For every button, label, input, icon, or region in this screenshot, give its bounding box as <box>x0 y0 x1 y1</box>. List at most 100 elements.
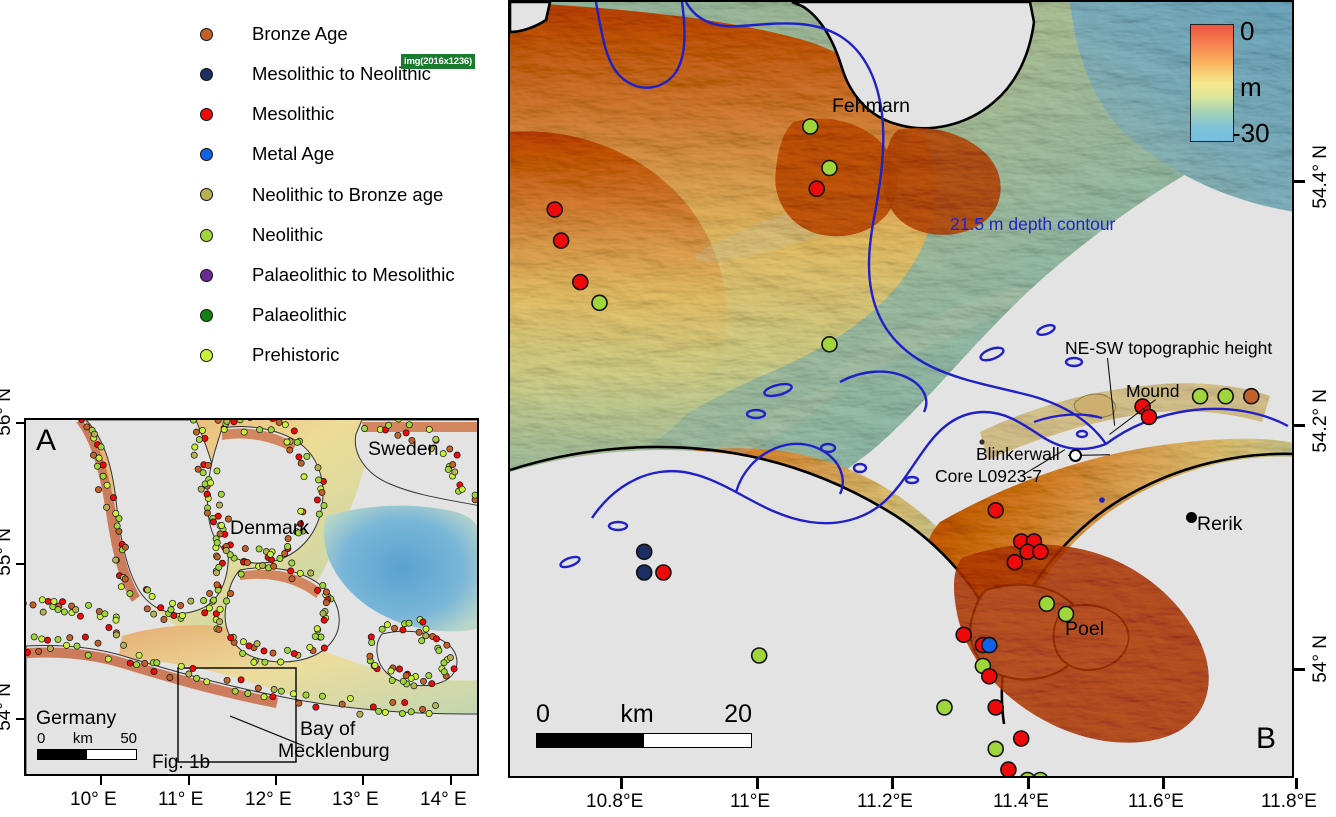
site-marker[interactable] <box>243 559 251 566</box>
site-marker[interactable] <box>141 659 149 667</box>
site-marker[interactable] <box>72 606 80 614</box>
site-marker[interactable] <box>268 556 275 564</box>
site-marker[interactable] <box>391 624 398 632</box>
site-marker[interactable] <box>420 677 427 685</box>
site-marker[interactable] <box>375 707 383 715</box>
site-marker[interactable] <box>1191 387 1209 405</box>
site-marker[interactable] <box>148 593 156 600</box>
site-marker[interactable] <box>394 431 402 439</box>
site-marker[interactable] <box>99 472 107 480</box>
site-marker[interactable] <box>290 650 298 658</box>
legend-row-3[interactable]: Metal Age <box>200 135 500 175</box>
site-marker[interactable] <box>306 643 314 651</box>
site-marker[interactable] <box>254 684 262 692</box>
site-marker[interactable] <box>237 570 245 578</box>
site-marker[interactable] <box>371 661 379 669</box>
site-marker[interactable] <box>1000 761 1017 777</box>
site-marker[interactable] <box>313 496 321 504</box>
site-marker[interactable] <box>388 676 396 684</box>
site-marker[interactable] <box>270 562 278 570</box>
site-marker[interactable] <box>253 640 261 648</box>
site-marker[interactable] <box>382 426 389 434</box>
site-marker[interactable] <box>261 658 269 666</box>
site-marker[interactable] <box>244 690 252 697</box>
rerik-marker[interactable] <box>1186 512 1197 523</box>
site-marker[interactable] <box>287 567 295 575</box>
site-marker[interactable] <box>133 661 140 669</box>
site-marker[interactable] <box>440 668 448 676</box>
site-marker[interactable] <box>201 434 209 442</box>
site-marker[interactable] <box>103 503 111 511</box>
site-marker[interactable] <box>255 545 263 553</box>
site-marker[interactable] <box>143 605 151 613</box>
site-marker[interactable] <box>50 597 58 605</box>
site-marker[interactable] <box>135 651 143 659</box>
site-marker[interactable] <box>167 606 175 614</box>
site-marker[interactable] <box>101 610 109 618</box>
site-marker[interactable] <box>422 632 430 640</box>
site-marker[interactable] <box>635 564 653 581</box>
site-marker[interactable] <box>226 551 234 559</box>
site-marker[interactable] <box>1012 730 1030 747</box>
site-marker[interactable] <box>446 654 454 662</box>
site-marker[interactable] <box>210 596 218 604</box>
site-marker[interactable] <box>231 687 239 695</box>
site-marker[interactable] <box>300 473 308 481</box>
site-marker[interactable] <box>197 485 205 493</box>
site-marker[interactable] <box>381 708 389 716</box>
site-marker[interactable] <box>117 583 125 591</box>
site-marker[interactable] <box>121 575 129 583</box>
site-marker[interactable] <box>157 604 165 612</box>
blinkerwall-marker[interactable] <box>1069 449 1082 462</box>
site-marker[interactable] <box>987 740 1005 758</box>
site-marker[interactable] <box>260 647 268 655</box>
site-marker[interactable] <box>241 545 249 553</box>
site-marker[interactable] <box>283 438 291 446</box>
site-marker[interactable] <box>126 659 134 667</box>
site-marker[interactable] <box>297 507 305 515</box>
site-marker[interactable] <box>63 641 71 649</box>
site-marker[interactable] <box>189 664 197 672</box>
site-marker[interactable] <box>572 273 589 291</box>
site-marker[interactable] <box>315 510 323 518</box>
site-marker[interactable] <box>30 633 38 641</box>
site-marker[interactable] <box>378 625 386 633</box>
site-marker[interactable] <box>410 682 418 690</box>
site-marker[interactable] <box>385 421 393 429</box>
site-marker[interactable] <box>112 509 120 517</box>
site-marker[interactable] <box>105 624 113 631</box>
site-marker[interactable] <box>200 597 208 605</box>
legend-row-5[interactable]: Neolithic <box>200 215 500 255</box>
site-marker[interactable] <box>259 562 267 570</box>
site-marker[interactable] <box>368 639 376 646</box>
site-marker[interactable] <box>160 616 168 623</box>
site-marker[interactable] <box>288 575 296 583</box>
site-marker[interactable] <box>361 425 369 432</box>
site-marker[interactable] <box>95 607 103 615</box>
site-marker[interactable] <box>471 491 478 499</box>
site-marker[interactable] <box>408 436 416 444</box>
site-marker[interactable] <box>185 670 193 678</box>
site-marker[interactable] <box>419 618 427 626</box>
site-marker[interactable] <box>95 454 103 462</box>
site-marker[interactable] <box>266 550 274 558</box>
site-marker[interactable] <box>91 430 98 438</box>
site-marker[interactable] <box>303 452 311 460</box>
site-marker[interactable] <box>94 639 102 647</box>
site-marker[interactable] <box>399 626 407 634</box>
site-marker[interactable] <box>85 601 92 609</box>
site-marker[interactable] <box>213 539 221 547</box>
legend-row-1[interactable]: Mesolithic to Neolithic <box>200 54 500 94</box>
site-marker[interactable] <box>320 644 328 652</box>
site-marker[interactable] <box>395 420 402 423</box>
site-marker[interactable] <box>1057 605 1075 623</box>
site-marker[interactable] <box>223 676 231 684</box>
site-marker[interactable] <box>150 668 158 675</box>
site-marker[interactable] <box>206 589 214 597</box>
legend-row-7[interactable]: Palaeolithic <box>200 295 500 335</box>
site-marker[interactable] <box>453 451 461 459</box>
site-marker[interactable] <box>110 494 117 502</box>
site-marker[interactable] <box>312 703 320 711</box>
site-marker[interactable] <box>269 420 276 423</box>
site-marker[interactable] <box>177 662 185 670</box>
